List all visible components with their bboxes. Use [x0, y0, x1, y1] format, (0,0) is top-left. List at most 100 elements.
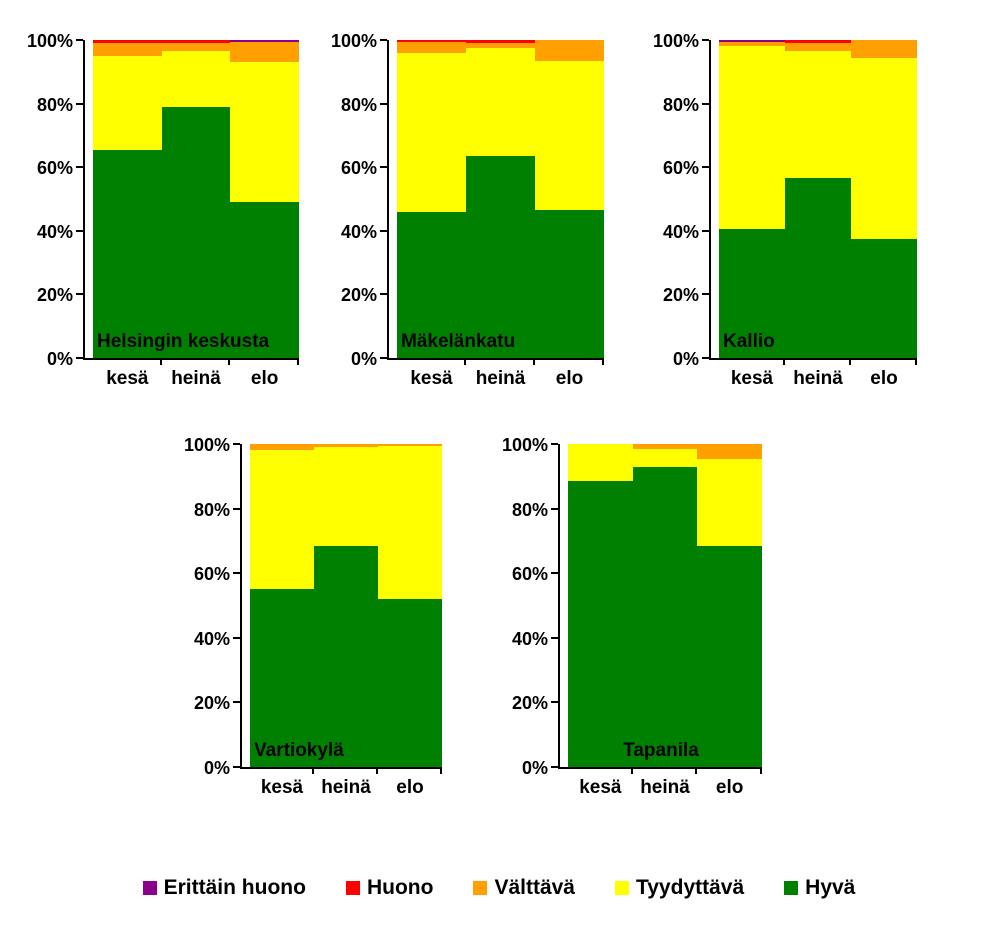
x-axis-category-label: elo [555, 368, 584, 389]
bar-segment-tyydyttävä [851, 57, 917, 239]
bar-segment-välttävä [230, 41, 300, 63]
bars-area [719, 40, 917, 358]
y-axis-tick-mark [233, 701, 240, 704]
x-axis-category-label: kesä [579, 777, 622, 798]
x-axis-tick-mark [376, 767, 378, 774]
x-axis-category-label: heinä [171, 368, 221, 389]
legend-label: Tyydyttävä [635, 876, 745, 899]
stacked-bar-elo [851, 40, 917, 358]
bar-segment-tyydyttävä [314, 447, 378, 546]
x-axis-tick-mark [440, 767, 442, 774]
chart-title: Mäkelänkatu [401, 331, 516, 352]
stacked-bar-kesä [568, 444, 633, 767]
y-axis-tick-mark [380, 293, 387, 296]
y-axis-tick-label: 60% [340, 158, 377, 179]
stacked-bar-elo [535, 40, 604, 358]
legend-color-swatch [784, 881, 799, 895]
x-axis-tick-mark [915, 358, 917, 365]
y-axis-tick-label: 40% [662, 221, 699, 242]
bar-segment-huono [397, 40, 466, 42]
bar-segment-hyvä [93, 149, 162, 358]
y-axis-tick-mark [702, 357, 709, 359]
y-axis-tick-label: 40% [511, 628, 548, 649]
y-axis-tick-mark [702, 102, 709, 105]
bar-segment-tyydyttävä [568, 444, 633, 482]
legend-item-erittäin-huono: Erittäin huono [142, 876, 306, 900]
y-axis-tick-mark [76, 357, 83, 359]
legend-color-swatch [345, 881, 360, 895]
stacked-bar-kesä [719, 40, 785, 358]
x-axis-category-label: kesä [260, 777, 304, 798]
chart-makelankatu: 100% 80% 60% 40% 20% 0% kesä heinä elo Mäkelänkat… [331, 32, 604, 388]
bar-segment-hyvä [314, 545, 378, 767]
bar-segment-hyvä [568, 481, 633, 767]
bar-segment-tyydyttävä [250, 450, 314, 590]
bar-segment-tyydyttävä [230, 62, 300, 203]
x-axis-tick-mark [228, 358, 231, 365]
bar-segment-hyvä [851, 238, 917, 358]
chart-tapanila: 100% 80% 60% 40% 20% 0% kesä heinä elo Tapanila [502, 436, 763, 797]
bar-segment-tyydyttävä [161, 51, 231, 107]
y-axis-tick-label: 20% [36, 285, 73, 306]
legend-item-hyvä: Hyvä [784, 876, 855, 900]
x-axis-category-label: kesä [730, 368, 774, 389]
bar-segment-tyydyttävä [632, 448, 698, 467]
bar-segment-hyvä [719, 229, 785, 358]
bars-area [397, 40, 604, 358]
stacked-bar-elo [697, 444, 763, 767]
legend-label: Huono [366, 876, 434, 899]
x-axis-tick-mark [312, 767, 314, 774]
bar-segment-välttävä [851, 40, 917, 58]
bar-segment-huono [161, 40, 231, 44]
x-axis-category-label: elo [870, 368, 898, 389]
bar-segment-hyvä [250, 589, 314, 767]
y-axis-tick-mark [380, 102, 387, 105]
y-axis-tick-label: 100% [501, 435, 548, 455]
stacked-bar-kesä [93, 40, 162, 358]
bar-segment-erittäin-huono [719, 40, 785, 42]
y-axis-tick-mark [380, 357, 387, 359]
bars-area [93, 40, 300, 358]
bars-area [568, 444, 763, 767]
x-axis-category-label: heinä [475, 368, 526, 389]
bar-segment-välttävä [250, 444, 314, 451]
y-axis-tick-mark [551, 766, 558, 768]
legend-label: Välttävä [494, 876, 575, 899]
bar-segment-hyvä [785, 178, 851, 358]
bar-segment-hyvä [535, 210, 604, 358]
stacked-bar-heinä [632, 444, 698, 767]
y-axis-tick-label: 40% [340, 221, 377, 242]
x-axis-category-label: heinä [321, 777, 371, 798]
bar-segment-tyydyttävä [719, 46, 785, 230]
legend-label: Hyvä [805, 876, 856, 899]
y-axis-tick-label: 100% [183, 435, 230, 455]
chart-legend: Erittäin huono Huono Välttävä Tyydyttävä Hyv… [0, 876, 998, 900]
bar-segment-välttävä [378, 444, 442, 446]
stacked-bar-kesä [250, 444, 314, 767]
y-axis-tick-mark [233, 636, 240, 639]
y-axis-tick-mark [702, 166, 709, 169]
y-axis-tick-mark [76, 102, 83, 105]
x-axis-tick-mark [783, 358, 785, 365]
legend-item-välttävä: Välttävä [473, 876, 575, 900]
bar-segment-huono [785, 40, 851, 44]
y-axis-tick-mark [702, 229, 709, 232]
chart-title: Vartiokylä [254, 740, 344, 761]
x-axis-category-label: elo [715, 777, 744, 798]
y-axis-tick-label: 100% [330, 31, 377, 51]
stacked-bar-heinä [785, 40, 851, 358]
bar-segment-tyydyttävä [697, 458, 763, 546]
y-axis-tick-mark [551, 701, 558, 704]
chart-title: Kallio [723, 331, 775, 352]
x-axis-tick-mark [695, 767, 698, 774]
stacked-bar-elo [378, 444, 442, 767]
y-axis-tick-label: 0% [521, 758, 548, 778]
y-axis-tick-mark [551, 636, 558, 639]
bar-segment-erittäin-huono [230, 40, 300, 42]
x-axis-category-label: elo [396, 777, 424, 798]
x-axis-category-label: heinä [640, 777, 690, 798]
y-axis-tick-label: 60% [511, 564, 548, 585]
y-axis-tick-label: 0% [203, 758, 230, 778]
chart-title: Helsingin keskusta [97, 331, 270, 352]
bar-segment-hyvä [697, 545, 763, 767]
